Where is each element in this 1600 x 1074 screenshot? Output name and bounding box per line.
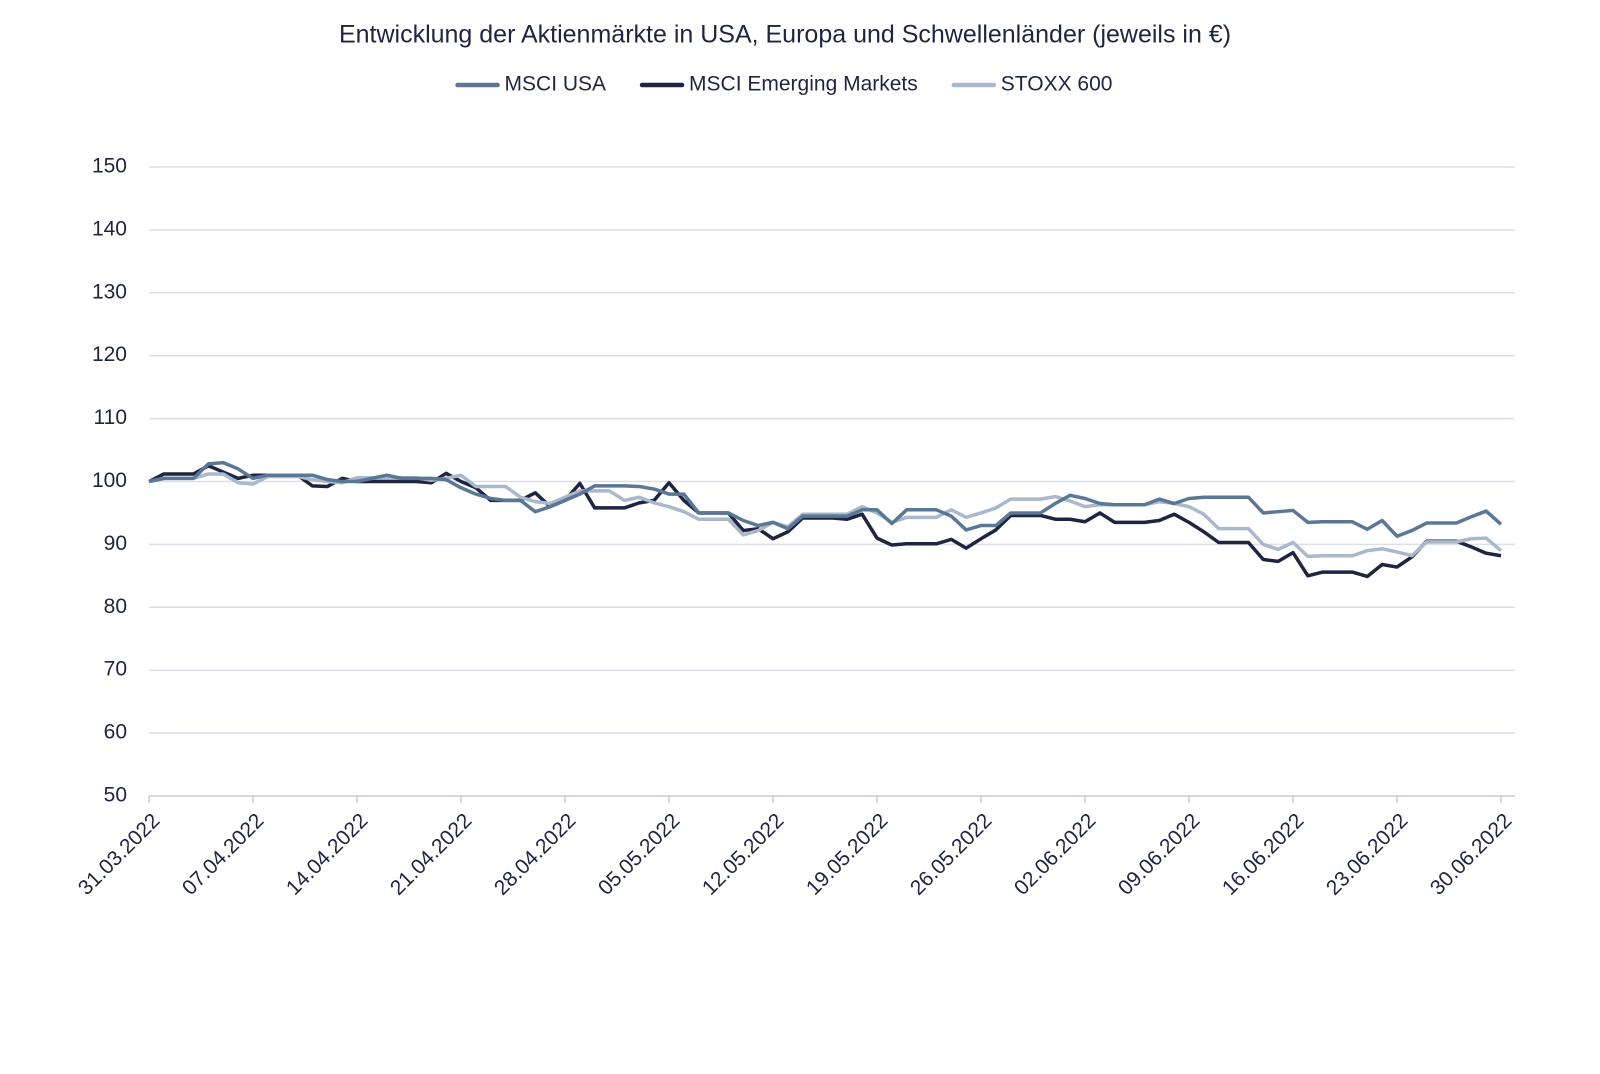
x-tick-label: 09.06.2022 bbox=[1114, 809, 1205, 900]
x-tick-label: 12.05.2022 bbox=[698, 809, 789, 900]
x-tick-label: 28.04.2022 bbox=[490, 809, 581, 900]
x-tick-label: 19.05.2022 bbox=[802, 809, 893, 900]
y-tick-label: 110 bbox=[94, 406, 127, 429]
y-tick-label: 90 bbox=[104, 532, 127, 555]
y-tick-label: 70 bbox=[104, 658, 127, 681]
y-tick-label: 50 bbox=[104, 784, 127, 807]
x-tick-label: 21.04.2022 bbox=[386, 809, 477, 900]
y-tick-label: 80 bbox=[104, 595, 127, 618]
y-tick-label: 140 bbox=[92, 217, 127, 240]
x-tick-label: 14.04.2022 bbox=[282, 809, 373, 900]
x-tick-label: 16.06.2022 bbox=[1218, 809, 1309, 900]
x-tick-label: 30.06.2022 bbox=[1426, 809, 1517, 900]
legend-label: MSCI USA bbox=[505, 73, 607, 96]
legend-label: STOXX 600 bbox=[1001, 73, 1113, 96]
series-line bbox=[148, 464, 1502, 579]
legend-label: MSCI Emerging Markets bbox=[689, 73, 918, 96]
y-tick-label: 130 bbox=[92, 280, 127, 303]
y-tick-label: 120 bbox=[92, 343, 127, 366]
x-tick-label: 31.03.2022 bbox=[74, 809, 165, 900]
chart-title: Entwicklung der Aktienmärkte in USA, Eur… bbox=[339, 21, 1231, 49]
y-tick-label: 100 bbox=[92, 469, 127, 492]
y-tick-label: 150 bbox=[92, 155, 127, 178]
y-tick-label: 60 bbox=[104, 721, 127, 744]
legend: MSCI USA MSCI Emerging Markets STOXX 600 bbox=[455, 73, 1113, 96]
x-tick-label: 26.05.2022 bbox=[906, 809, 997, 900]
x-tick-label: 02.06.2022 bbox=[1010, 809, 1101, 900]
series-line bbox=[148, 460, 1503, 538]
x-tick-label: 05.05.2022 bbox=[594, 809, 685, 900]
x-tick-label: 23.06.2022 bbox=[1322, 809, 1413, 900]
x-tick-label: 07.04.2022 bbox=[178, 809, 269, 900]
